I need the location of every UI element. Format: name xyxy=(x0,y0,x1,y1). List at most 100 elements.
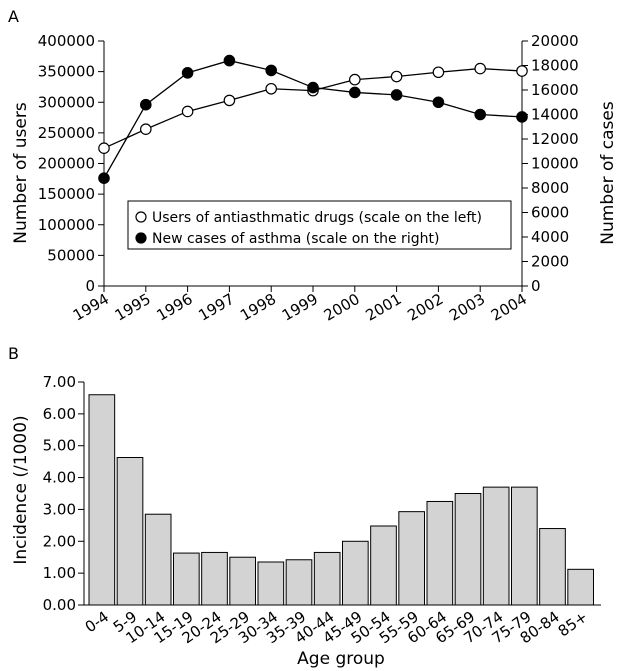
left-tick-label: 0 xyxy=(85,277,95,295)
cases-data-point xyxy=(348,86,361,99)
legend-open-circle-marker xyxy=(135,211,147,223)
legend-entry-users: Users of antiasthmatic drugs (scale on t… xyxy=(152,210,482,226)
x-tick-label: 1999 xyxy=(279,290,321,325)
users-data-point xyxy=(181,105,194,118)
panel-b-label: B xyxy=(8,344,19,363)
panel-b-y-ticks: 0.00 1.00 2.00 3.00 4.00 5.00 6.00 7.00 xyxy=(43,373,84,614)
cases-data-point xyxy=(265,64,277,77)
bar xyxy=(313,551,341,606)
cases-data-point xyxy=(181,67,194,79)
cases-data-point xyxy=(432,96,445,109)
bar xyxy=(201,551,228,606)
panel-b-x-ticks: 0-45-910-1415-1920-2425-2930-3435-3940-4… xyxy=(82,608,591,648)
users-data-point xyxy=(140,123,152,135)
left-tick-label: 100000 xyxy=(38,216,95,234)
users-data-point xyxy=(516,65,528,77)
cases-data-point xyxy=(307,81,319,94)
right-tick-label: 14000 xyxy=(531,106,579,124)
x-tick-label: 2002 xyxy=(404,290,446,325)
bar xyxy=(257,561,285,606)
left-tick-label: 300000 xyxy=(38,93,95,111)
right-tick-label: 8000 xyxy=(531,179,569,197)
x-tick-label: 2004 xyxy=(488,290,530,325)
users-data-point xyxy=(390,70,403,83)
y-tick-label: 3.00 xyxy=(43,500,76,518)
bar xyxy=(567,568,594,606)
y-tick-label: 1.00 xyxy=(43,564,76,582)
panel-b-bar-chart: B Incidence (/1000) Age group 0.00 1.00 2.… xyxy=(8,344,601,669)
left-tick-label: 50000 xyxy=(47,246,95,264)
panel-a-series xyxy=(98,54,528,184)
panel-a-x-ticks: 1994 1995 1996 1997 1998 1999 2000 2001 2002 2003… xyxy=(70,286,530,325)
left-tick-label: 200000 xyxy=(38,155,95,173)
cases-data-point xyxy=(390,89,403,101)
panel-a-left-ticks: 0 50000 100000 150000 200000 250000 300000 3500… xyxy=(38,32,104,295)
users-data-point xyxy=(432,66,445,79)
category-label: 85+ xyxy=(555,608,591,641)
users-data-point xyxy=(348,73,361,86)
x-tick-label: 1998 xyxy=(237,290,279,325)
y-tick-label: 7.00 xyxy=(43,373,76,391)
cases-data-point xyxy=(516,111,528,123)
bar xyxy=(426,500,454,606)
panel-b-y-axis-title: Incidence (/1000) xyxy=(11,415,31,564)
cases-data-point xyxy=(223,54,236,67)
legend-box xyxy=(127,200,512,250)
bar xyxy=(173,552,200,606)
bar xyxy=(229,556,256,606)
x-tick-label: 1995 xyxy=(112,290,154,325)
users-data-point xyxy=(474,62,486,75)
cases-series-line xyxy=(103,59,523,179)
users-data-point xyxy=(223,94,236,107)
x-tick-label: 2000 xyxy=(321,290,363,325)
x-tick-label: 1994 xyxy=(70,290,112,325)
y-tick-label: 0.00 xyxy=(43,596,76,614)
right-tick-label: 16000 xyxy=(531,81,579,99)
panel-a-right-axis-title: Number of cases xyxy=(598,101,618,245)
x-tick-label: 2001 xyxy=(363,290,405,325)
panel-a-legend: Users of antiasthmatic drugs (scale on t… xyxy=(127,200,512,250)
panel-a-left-axis-title: Number of users xyxy=(11,102,31,244)
x-tick-label: 2003 xyxy=(446,290,488,325)
cases-data-point xyxy=(140,98,152,111)
legend-entry-cases: New cases of asthma (scale on the right) xyxy=(152,231,439,247)
category-label: 0-4 xyxy=(82,608,112,637)
bar xyxy=(511,486,538,606)
cases-data-point xyxy=(98,172,110,184)
bar xyxy=(539,528,566,606)
right-tick-label: 20000 xyxy=(531,32,579,50)
y-tick-label: 2.00 xyxy=(43,532,76,550)
bar xyxy=(454,493,482,606)
left-tick-label: 400000 xyxy=(38,32,95,50)
right-tick-label: 6000 xyxy=(531,204,569,222)
right-tick-label: 2000 xyxy=(531,253,569,271)
bar xyxy=(144,513,172,606)
bar xyxy=(398,511,426,606)
y-tick-label: 5.00 xyxy=(43,437,76,455)
right-tick-label: 0 xyxy=(531,277,541,295)
bar xyxy=(482,486,510,606)
panel-a-right-ticks: 0 2000 4000 6000 8000 10000 12000 14000 16000 180… xyxy=(522,32,579,295)
bar xyxy=(88,394,116,606)
x-tick-label: 1996 xyxy=(154,290,196,325)
panel-b-x-axis-title: Age group xyxy=(297,649,385,669)
left-tick-label: 350000 xyxy=(38,63,95,81)
right-tick-label: 12000 xyxy=(531,130,579,148)
panel-b-bars xyxy=(88,394,594,606)
bar xyxy=(116,457,144,606)
left-tick-label: 150000 xyxy=(38,185,95,203)
users-data-point xyxy=(98,142,110,154)
right-tick-label: 4000 xyxy=(531,228,569,246)
legend-filled-circle-marker xyxy=(135,232,147,244)
panel-a-label: A xyxy=(8,7,19,26)
cases-data-point xyxy=(474,108,486,121)
right-tick-label: 18000 xyxy=(531,57,579,75)
panel-a-line-chart: A Number of users Number of cases 0 50000… xyxy=(8,7,618,325)
y-tick-label: 4.00 xyxy=(43,469,76,487)
bar xyxy=(285,559,313,606)
left-tick-label: 250000 xyxy=(38,124,95,142)
bar xyxy=(370,525,397,606)
x-tick-label: 1997 xyxy=(195,290,237,325)
bar xyxy=(342,540,369,606)
